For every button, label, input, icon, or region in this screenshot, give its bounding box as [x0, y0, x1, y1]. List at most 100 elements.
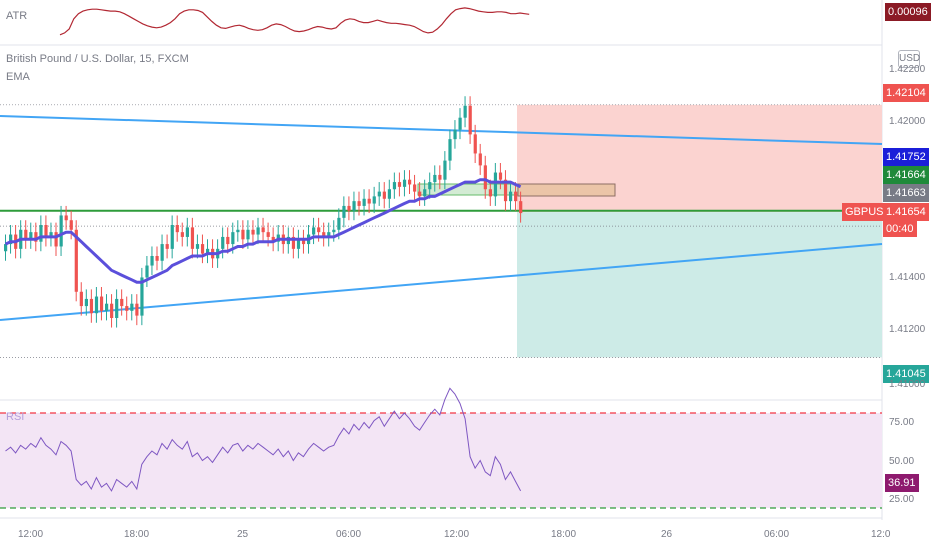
- candle-body: [231, 232, 235, 245]
- candle-body: [165, 244, 169, 249]
- candle-body: [69, 220, 73, 230]
- countdown-tag: 00:40: [883, 221, 917, 237]
- candle-body: [180, 232, 184, 237]
- candle-body: [347, 205, 351, 211]
- candle-body: [9, 234, 13, 245]
- atr-indicator-label[interactable]: ATR: [6, 10, 28, 22]
- candle-body: [357, 201, 361, 206]
- candle-body: [130, 303, 134, 311]
- candle-body: [226, 236, 230, 245]
- candle-body: [317, 227, 321, 233]
- candle-body: [503, 179, 508, 202]
- candle-body: [488, 189, 492, 197]
- candle-body: [140, 277, 144, 316]
- symbol-title[interactable]: British Pound / U.S. Dollar, 15, FXCM: [6, 53, 189, 65]
- candle-body: [251, 229, 255, 235]
- target-price-tag: 1.42104: [883, 84, 929, 102]
- candle-body: [413, 184, 417, 192]
- demand-box: [417, 183, 519, 196]
- price-tick: 1.41200: [889, 324, 926, 335]
- green-level-tag: 1.41664: [883, 166, 929, 184]
- candle-body: [175, 225, 179, 233]
- candle-body: [79, 291, 83, 307]
- candle-body: [256, 227, 260, 235]
- candle-body: [493, 172, 498, 197]
- lower-trendline: [0, 243, 883, 321]
- currency-button[interactable]: USD: [898, 50, 920, 68]
- candle-body: [271, 236, 275, 242]
- upper-trendline: [0, 115, 883, 145]
- candle-body: [327, 232, 331, 237]
- candle-body: [498, 172, 503, 180]
- rsi-indicator-label[interactable]: RSI: [6, 411, 25, 423]
- candle-body: [89, 298, 94, 314]
- candle-body: [453, 129, 457, 140]
- candle-body: [221, 236, 225, 249]
- rsi-value-tag: 36.91: [885, 474, 919, 492]
- entry-box: [517, 183, 616, 197]
- candle-body: [64, 215, 68, 221]
- candle-body: [402, 179, 407, 187]
- time-tick: 12:00: [18, 529, 44, 540]
- candle-body: [519, 201, 523, 214]
- candle-body: [382, 191, 386, 199]
- candle-body: [39, 225, 43, 242]
- time-tick: 26: [661, 529, 673, 540]
- candle-body: [24, 229, 28, 240]
- candle-body: [468, 105, 472, 135]
- candle-body: [377, 191, 381, 197]
- candle-body: [448, 139, 452, 161]
- candle-body: [443, 160, 447, 180]
- candle-body: [423, 189, 427, 197]
- candle-body: [206, 248, 210, 254]
- candle-body: [4, 244, 8, 252]
- candle-body: [241, 229, 245, 240]
- time-tick: 06:00: [764, 529, 790, 540]
- ema-indicator-label[interactable]: EMA: [6, 71, 30, 83]
- rsi-tick: 50.00: [889, 456, 915, 467]
- candle-body: [438, 174, 442, 180]
- atr-line: [59, 7, 530, 36]
- candle-body: [190, 227, 195, 249]
- candle-body: [337, 217, 341, 230]
- ema-line: [4, 178, 522, 284]
- candle-body: [301, 239, 306, 245]
- candle-body: [367, 198, 371, 204]
- blue-level-tag: 1.41752: [883, 148, 929, 166]
- candle-body: [387, 189, 391, 199]
- candle-body: [322, 232, 326, 237]
- time-tick: 18:00: [551, 529, 577, 540]
- stop-price-tag: 1.41045: [883, 365, 929, 383]
- candle-body: [84, 298, 88, 307]
- candle-body: [428, 182, 432, 190]
- candle-body: [478, 153, 482, 166]
- candle-body: [105, 303, 109, 311]
- candle-body: [54, 232, 58, 247]
- price-tick: 1.42200: [889, 64, 926, 75]
- rsi-line: [5, 387, 522, 492]
- atr-value-tag: 0.00096: [885, 3, 931, 21]
- candle-body: [291, 236, 296, 249]
- candle-body: [236, 229, 240, 233]
- candle-body: [195, 244, 200, 249]
- gray-level-tag: 1.41663: [883, 184, 929, 202]
- candle-body: [342, 205, 346, 218]
- candle-body: [372, 196, 376, 204]
- stop-zone: [517, 212, 882, 358]
- time-tick: 06:00: [336, 529, 362, 540]
- candle-body: [110, 303, 114, 318]
- candle-body: [296, 239, 301, 249]
- candle-body: [135, 303, 139, 316]
- candle-body: [125, 306, 129, 311]
- candle-body: [94, 296, 99, 314]
- candle-body: [397, 182, 402, 187]
- candle-body: [433, 174, 437, 183]
- candle-body: [473, 134, 477, 154]
- candle-body: [458, 117, 462, 130]
- target-zone: [517, 104, 882, 213]
- rsi-tick: 75.00: [889, 417, 915, 428]
- price-tick: 1.42000: [889, 116, 926, 127]
- rsi-band: [0, 413, 882, 508]
- price-tick: 1.41400: [889, 272, 926, 283]
